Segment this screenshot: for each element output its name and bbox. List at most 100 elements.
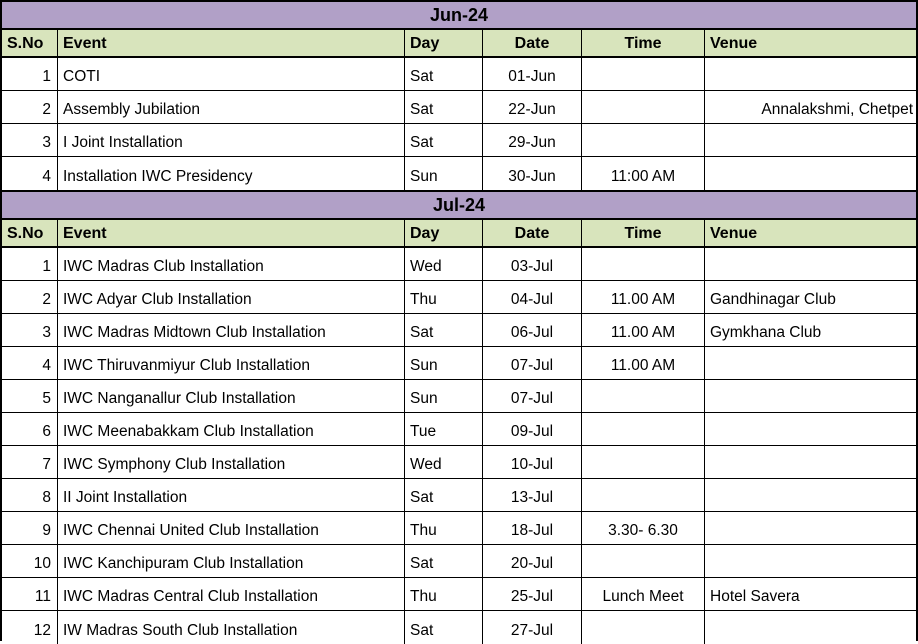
table-row: 1 IWC Madras Club Installation Wed 03-Jul bbox=[2, 248, 916, 281]
cell-event: Installation IWC Presidency bbox=[58, 157, 405, 190]
month-section: Jun-24 S.No Event Day Date Time Venue 1 COTI Sat 0… bbox=[2, 0, 916, 190]
cell-day: Thu bbox=[405, 281, 483, 314]
table-row: 1 COTI Sat 01-Jun bbox=[2, 58, 916, 91]
cell-sno: 4 bbox=[2, 347, 58, 380]
cell-sno: 5 bbox=[2, 380, 58, 413]
cell-event: IWC Symphony Club Installation bbox=[58, 446, 405, 479]
cell-venue: Hotel Savera bbox=[705, 578, 916, 611]
cell-date: 03-Jul bbox=[483, 248, 582, 281]
cell-venue bbox=[705, 248, 916, 281]
column-header-venue: Venue bbox=[705, 220, 916, 248]
cell-date: 07-Jul bbox=[483, 347, 582, 380]
table-row: 8 II Joint Installation Sat 13-Jul bbox=[2, 479, 916, 512]
cell-event: IWC Madras Central Club Installation bbox=[58, 578, 405, 611]
cell-date: 09-Jul bbox=[483, 413, 582, 446]
cell-time bbox=[582, 545, 705, 578]
cell-time bbox=[582, 124, 705, 157]
cell-venue: Annalakshmi, Chetpet bbox=[705, 91, 916, 124]
cell-time bbox=[582, 413, 705, 446]
cell-time bbox=[582, 446, 705, 479]
cell-day: Wed bbox=[405, 446, 483, 479]
cell-sno: 1 bbox=[2, 58, 58, 91]
table-row: 3 IWC Madras Midtown Club Installation Sat… bbox=[2, 314, 916, 347]
column-header-venue: Venue bbox=[705, 30, 916, 58]
cell-day: Sun bbox=[405, 347, 483, 380]
cell-event: IW Madras South Club Installation bbox=[58, 611, 405, 644]
column-header-time: Time bbox=[582, 220, 705, 248]
cell-sno: 8 bbox=[2, 479, 58, 512]
table-row: 2 IWC Adyar Club Installation Thu 04-Jul 11.… bbox=[2, 281, 916, 314]
cell-day: Wed bbox=[405, 248, 483, 281]
cell-venue bbox=[705, 380, 916, 413]
cell-day: Sat bbox=[405, 611, 483, 644]
cell-sno: 7 bbox=[2, 446, 58, 479]
cell-sno: 3 bbox=[2, 124, 58, 157]
table-row: 6 IWC Meenabakkam Club Installation Tue 09-… bbox=[2, 413, 916, 446]
table-row: 12 IW Madras South Club Installation Sat 27… bbox=[2, 611, 916, 644]
cell-date: 07-Jul bbox=[483, 380, 582, 413]
column-header-day: Day bbox=[405, 220, 483, 248]
table-row: 10 IWC Kanchipuram Club Installation Sat 20… bbox=[2, 545, 916, 578]
column-header-event: Event bbox=[58, 220, 405, 248]
column-header-event: Event bbox=[58, 30, 405, 58]
column-header-day: Day bbox=[405, 30, 483, 58]
cell-event: IWC Madras Midtown Club Installation bbox=[58, 314, 405, 347]
cell-date: 06-Jul bbox=[483, 314, 582, 347]
table-row: 4 Installation IWC Presidency Sun 30-Jun 11:… bbox=[2, 157, 916, 190]
cell-time bbox=[582, 479, 705, 512]
column-header-time: Time bbox=[582, 30, 705, 58]
cell-event: IWC Nanganallur Club Installation bbox=[58, 380, 405, 413]
cell-venue bbox=[705, 512, 916, 545]
cell-venue: Gymkhana Club bbox=[705, 314, 916, 347]
cell-time: 3.30- 6.30 bbox=[582, 512, 705, 545]
table-row: 9 IWC Chennai United Club Installation Thu… bbox=[2, 512, 916, 545]
table-row: 11 IWC Madras Central Club Installation Th… bbox=[2, 578, 916, 611]
cell-event: IWC Kanchipuram Club Installation bbox=[58, 545, 405, 578]
cell-sno: 2 bbox=[2, 281, 58, 314]
cell-time bbox=[582, 248, 705, 281]
column-header-row: S.No Event Day Date Time Venue bbox=[2, 220, 916, 248]
cell-sno: 11 bbox=[2, 578, 58, 611]
month-title: Jul-24 bbox=[432, 194, 486, 215]
cell-sno: 3 bbox=[2, 314, 58, 347]
cell-day: Sat bbox=[405, 58, 483, 91]
table-row: 4 IWC Thiruvanmiyur Club Installation Sun 0… bbox=[2, 347, 916, 380]
column-header-date: Date bbox=[483, 220, 582, 248]
cell-event: II Joint Installation bbox=[58, 479, 405, 512]
cell-sno: 1 bbox=[2, 248, 58, 281]
cell-sno: 9 bbox=[2, 512, 58, 545]
cell-venue bbox=[705, 347, 916, 380]
column-header-row: S.No Event Day Date Time Venue bbox=[2, 30, 916, 58]
column-header-sno: S.No bbox=[2, 30, 58, 58]
cell-day: Thu bbox=[405, 578, 483, 611]
cell-date: 01-Jun bbox=[483, 58, 582, 91]
cell-sno: 6 bbox=[2, 413, 58, 446]
table-row: 5 IWC Nanganallur Club Installation Sun 07-… bbox=[2, 380, 916, 413]
month-section: Jul-24 S.No Event Day Date Time Venue 1 IWC Madr… bbox=[2, 190, 916, 644]
cell-sno: 12 bbox=[2, 611, 58, 644]
cell-day: Tue bbox=[405, 413, 483, 446]
table-row: 7 IWC Symphony Club Installation Wed 10-Jul bbox=[2, 446, 916, 479]
cell-date: 18-Jul bbox=[483, 512, 582, 545]
cell-sno: 10 bbox=[2, 545, 58, 578]
cell-day: Sat bbox=[405, 91, 483, 124]
cell-day: Sun bbox=[405, 157, 483, 190]
cell-date: 22-Jun bbox=[483, 91, 582, 124]
month-title: Jun-24 bbox=[429, 4, 489, 25]
cell-day: Thu bbox=[405, 512, 483, 545]
cell-venue bbox=[705, 413, 916, 446]
cell-day: Sat bbox=[405, 479, 483, 512]
cell-day: Sat bbox=[405, 314, 483, 347]
column-header-date: Date bbox=[483, 30, 582, 58]
cell-time: 11.00 AM bbox=[582, 347, 705, 380]
cell-time: 11:00 AM bbox=[582, 157, 705, 190]
cell-date: 04-Jul bbox=[483, 281, 582, 314]
cell-sno: 2 bbox=[2, 91, 58, 124]
cell-time: 11.00 AM bbox=[582, 314, 705, 347]
cell-event: Assembly Jubilation bbox=[58, 91, 405, 124]
cell-date: 20-Jul bbox=[483, 545, 582, 578]
cell-event: IWC Meenabakkam Club Installation bbox=[58, 413, 405, 446]
cell-day: Sun bbox=[405, 380, 483, 413]
